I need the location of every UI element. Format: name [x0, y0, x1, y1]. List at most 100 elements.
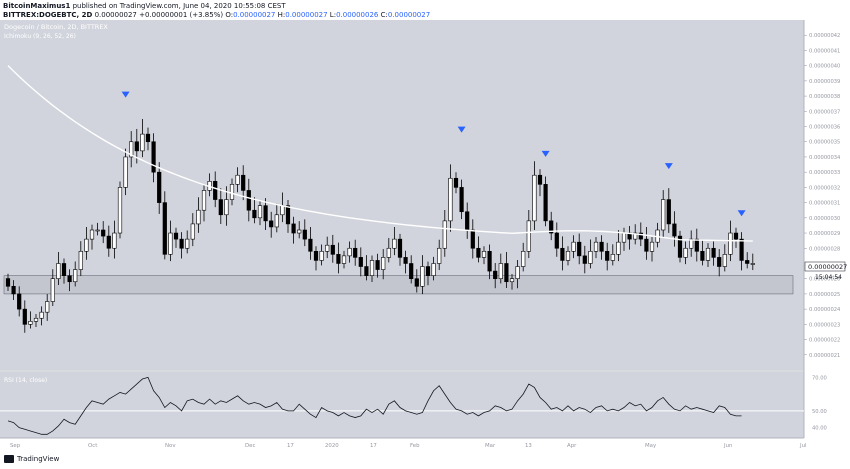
symbol-name[interactable]: BITTREX:DOGEBTC, 2D [3, 11, 93, 19]
rsi-axis[interactable]: 70.00 50.00 40.00 [812, 375, 827, 431]
time-tick-label: 17 [370, 443, 377, 449]
candle-body [285, 205, 291, 225]
candle [257, 200, 263, 226]
candle-body [185, 238, 190, 249]
candle [666, 188, 671, 233]
candle-body [369, 260, 375, 276]
time-tick-label: Apr [567, 443, 577, 449]
candle [246, 178, 251, 222]
price-tick-label: 0.00000028 [809, 246, 840, 252]
candle-body [717, 257, 722, 267]
candle [375, 253, 380, 278]
price-tick-label: 0.00000029 [809, 231, 840, 237]
support-zone-layer [3, 275, 794, 295]
triangle-down-icon [457, 126, 466, 133]
candle [381, 249, 386, 280]
candle [162, 191, 167, 260]
candle [403, 250, 408, 274]
candle [84, 226, 89, 260]
candle [269, 211, 274, 238]
candle [397, 233, 403, 266]
price-badge-value: 0.00000027 [808, 263, 847, 271]
candle [414, 269, 419, 293]
candle-body [537, 174, 543, 185]
high-value: 0.00000027 [285, 11, 328, 19]
candle-body [409, 263, 414, 279]
candle-body [117, 187, 123, 234]
candle [498, 253, 503, 284]
candle [347, 241, 352, 263]
candle-body [683, 247, 688, 258]
candle-body [414, 278, 419, 287]
candle-body [672, 223, 677, 237]
candle [353, 239, 358, 266]
price-tick-label: 0.00000034 [809, 155, 841, 161]
time-axis[interactable]: Sep Oct Nov Dec 17 2020 17 Feb Mar 13 Apr May Jun Jul [10, 443, 807, 449]
time-tick-label: Feb [410, 443, 420, 449]
candle [431, 256, 436, 281]
candle-body [280, 205, 285, 216]
price-tick-label: 0.00000031 [809, 201, 840, 207]
price-tick-label: 0.00000030 [809, 216, 840, 222]
candle-body [252, 209, 257, 219]
candle-body [605, 251, 610, 261]
candle-body [190, 223, 195, 240]
time-tick-label: 13 [525, 443, 532, 449]
candle [409, 255, 414, 284]
candle-body [358, 257, 363, 267]
candle [509, 273, 515, 290]
candle-body [515, 266, 520, 279]
rsi-layer [0, 376, 804, 435]
support-zone-box[interactable] [3, 275, 794, 295]
candle-body [235, 174, 240, 185]
candle [22, 300, 27, 333]
ma-line [7, 65, 753, 242]
candle [157, 162, 162, 214]
price-tick-label: 0.00000033 [809, 170, 840, 176]
candle [364, 255, 369, 281]
candle-body [56, 263, 61, 279]
candle [705, 243, 711, 268]
candle-body [577, 241, 582, 257]
symbol-line: BITTREX:DOGEBTC, 2D 0.00000027 +0.000000… [3, 11, 430, 19]
candle [616, 230, 621, 262]
candle-body [336, 254, 341, 264]
close-label: C: [380, 11, 388, 19]
candle [313, 246, 319, 271]
candle [319, 244, 324, 266]
candle [89, 224, 95, 250]
candle [493, 263, 498, 289]
candle-body [5, 278, 11, 287]
footer-brand[interactable]: TradingView [17, 455, 60, 463]
price-badge-bg [804, 261, 846, 272]
candle [537, 169, 543, 197]
author-name[interactable]: BitcoinMaximus1 [3, 2, 71, 10]
candle [745, 252, 750, 269]
markers-layer [121, 91, 746, 217]
candle [588, 239, 593, 269]
footer: TradingView [4, 455, 59, 463]
candle-body [112, 232, 117, 249]
open-value: 0.00000027 [233, 11, 276, 19]
candle [252, 197, 257, 224]
candle-body [61, 263, 67, 276]
candle [291, 216, 296, 244]
candle-body [442, 220, 447, 249]
candle-body [750, 263, 755, 265]
time-tick-label: 17 [287, 443, 294, 449]
candle-body [302, 229, 307, 240]
candle-body [560, 247, 565, 261]
candle [526, 209, 531, 259]
candle-body [151, 141, 156, 173]
candle [325, 236, 330, 259]
price-axis[interactable]: 0.00000042 0.00000041 0.00000040 0.00000039… [804, 33, 841, 359]
candle [145, 127, 151, 151]
candle [649, 236, 655, 262]
candle [179, 232, 184, 259]
candle-body [509, 278, 515, 283]
price-tick-label: 0.00000036 [809, 125, 840, 131]
time-tick-label: Dec [245, 443, 255, 449]
candle [694, 228, 699, 262]
candle-body [532, 174, 537, 222]
